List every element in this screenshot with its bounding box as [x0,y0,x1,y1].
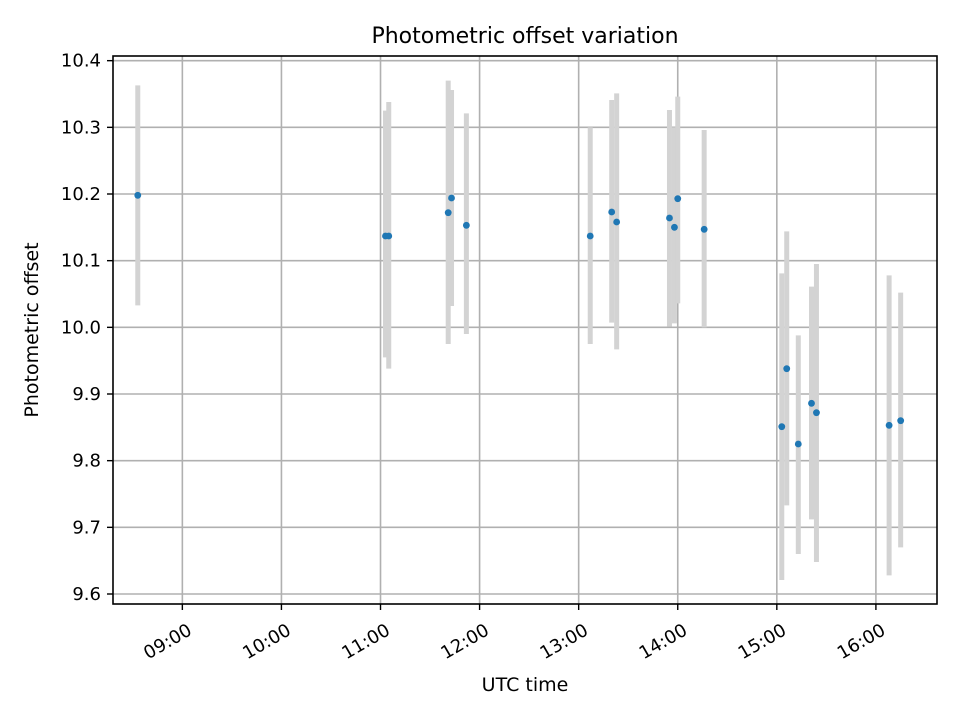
data-point [666,214,673,222]
y-tick-label: 10.2 [61,184,101,205]
y-tick-label: 10.0 [61,317,101,338]
y-tick-label: 9.7 [72,517,101,538]
data-point [813,409,820,417]
y-tick-label: 9.6 [72,584,101,605]
plot-frame [112,55,938,605]
data-point [586,232,594,240]
data-point [808,399,815,407]
data-points [134,191,905,448]
y-axis: 9.6 9.7 9.8 9.9 10.0 10.1 10.2 10.3 10.4 [61,51,113,605]
y-tick-label: 10.3 [61,117,101,138]
data-point [671,223,678,231]
data-point [134,191,142,199]
y-axis-label: Photometric offset [21,242,43,417]
data-point [897,417,905,425]
data-point [462,221,470,229]
data-point [674,195,682,203]
data-point [444,209,452,217]
y-tick-label: 10.1 [61,251,101,272]
data-point [778,423,786,431]
data-point [783,365,791,373]
data-point [885,421,893,429]
data-point [448,194,455,202]
chart-title: Photometric offset variation [371,24,678,49]
y-tick-label: 9.9 [72,384,101,405]
data-point [608,208,616,216]
y-tick-label: 10.4 [61,51,101,72]
data-point [385,232,393,240]
x-axis-label: UTC time [482,674,569,696]
data-point [700,225,708,233]
y-tick-label: 9.8 [72,451,101,472]
data-point [613,218,621,226]
data-point [794,440,802,448]
